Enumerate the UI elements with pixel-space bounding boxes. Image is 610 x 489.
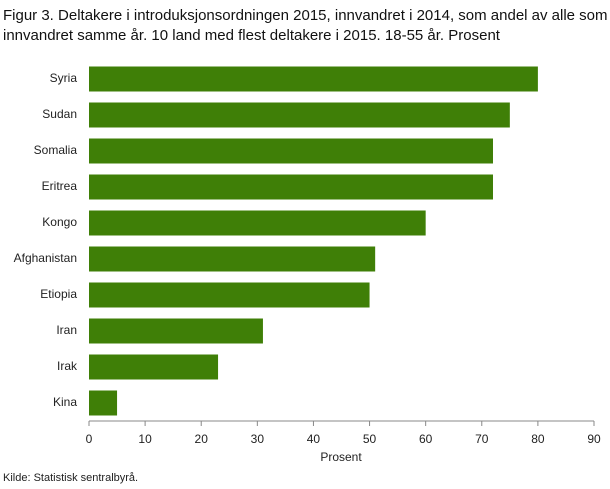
y-tick-label: Somalia [34, 143, 78, 157]
x-tick-label: 40 [307, 432, 321, 446]
y-tick-label: Syria [50, 71, 78, 85]
y-tick-label: Irak [57, 359, 78, 373]
x-tick-label: 30 [251, 432, 265, 446]
bar [89, 210, 426, 236]
chart: Prosent 0 10 20 30 40 50 60 70 80 90 Syria Sudan Som… [14, 66, 601, 464]
y-tick-label: Etiopia [40, 287, 77, 301]
x-tick-label: 90 [587, 432, 601, 446]
bar [89, 282, 370, 308]
bar [89, 318, 263, 344]
source: Kilde: Statistisk sentralbyrå. [3, 472, 139, 484]
bar [89, 354, 219, 380]
bar [89, 66, 538, 92]
bar [89, 138, 493, 164]
y-tick-label: Sudan [42, 107, 77, 121]
y-tick-label: Kongo [42, 215, 77, 229]
x-tick-label: 60 [419, 432, 433, 446]
y-tick-label: Eritrea [42, 179, 78, 193]
x-tick-label: 20 [195, 432, 209, 446]
x-tick-label: 0 [86, 432, 93, 446]
bar [89, 390, 118, 416]
x-axis-label: Prosent [320, 450, 362, 464]
y-tick-label: Afghanistan [14, 251, 77, 265]
bar [89, 246, 376, 272]
x-tick-label: 10 [138, 432, 152, 446]
bar [89, 174, 493, 200]
chart-title: Figur 3. Deltakere i introduksjonsordnin… [3, 7, 608, 44]
bar [89, 102, 510, 128]
x-tick-label: 50 [363, 432, 377, 446]
x-tick-label: 80 [531, 432, 545, 446]
x-tick-label: 70 [475, 432, 489, 446]
y-tick-label: Iran [56, 323, 77, 337]
y-tick-label: Kina [53, 395, 77, 409]
